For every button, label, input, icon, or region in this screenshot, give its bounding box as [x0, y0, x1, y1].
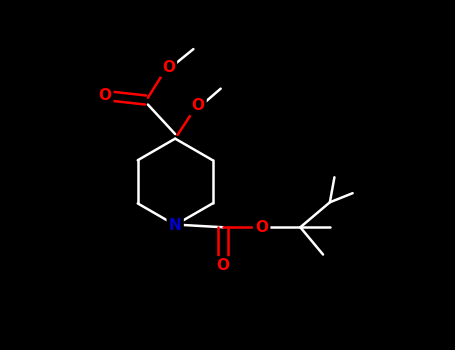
Text: O: O [192, 98, 204, 113]
Text: O: O [255, 220, 268, 235]
Text: N: N [169, 217, 182, 232]
Text: O: O [217, 258, 229, 273]
Text: O: O [98, 88, 111, 103]
Text: O: O [162, 60, 175, 75]
